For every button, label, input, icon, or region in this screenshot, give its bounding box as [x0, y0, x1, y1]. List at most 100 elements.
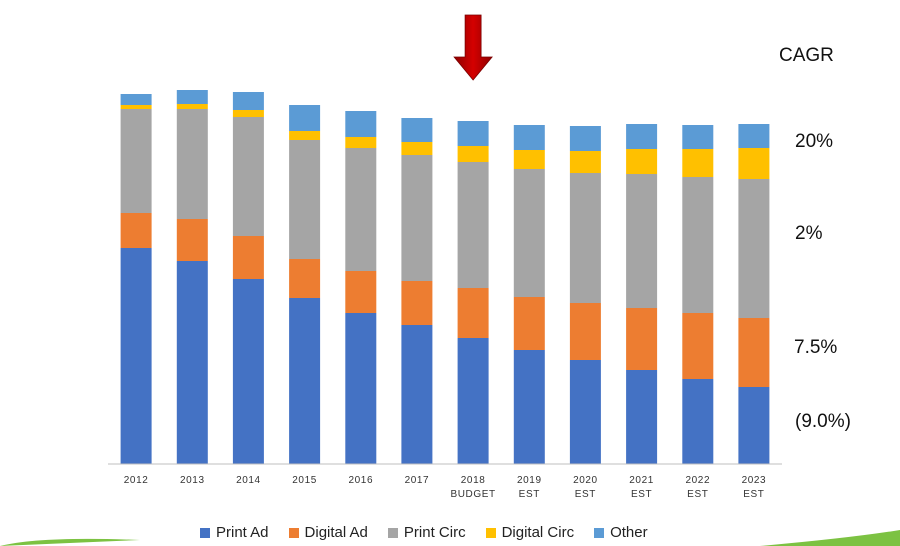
x-tick-label: EST — [743, 489, 764, 500]
legend-label-digital-ad: Digital Ad — [304, 524, 368, 541]
cagr-digital-circ: 20% — [795, 131, 834, 152]
bar-print-circ-10 — [682, 177, 714, 313]
x-tick-label: 2012 — [124, 475, 149, 486]
x-tick-label: 2016 — [348, 475, 373, 486]
bar-digital-circ-8 — [569, 151, 601, 173]
bar-group — [120, 90, 770, 464]
legend-label-print-circ: Print Circ — [403, 524, 466, 541]
cagr-digital-ad: 7.5% — [794, 337, 838, 358]
bar-digital-ad-5 — [401, 281, 433, 325]
bar-print-ad-0 — [120, 248, 152, 464]
bar-digital-circ-10 — [682, 149, 714, 177]
bar-other-2 — [232, 92, 264, 110]
bar-print-circ-9 — [626, 174, 658, 308]
legend-item-digital-circ: Digital Circ — [485, 524, 575, 541]
down-arrow-icon — [453, 14, 493, 81]
x-tick-label: EST — [575, 489, 596, 500]
x-tick-label: EST — [519, 489, 540, 500]
x-tick-label: 2018 — [461, 475, 486, 486]
bar-print-ad-9 — [626, 370, 658, 464]
x-tick-label: 2020 — [573, 475, 598, 486]
x-tick-label: 2017 — [405, 475, 430, 486]
bar-digital-ad-4 — [345, 271, 377, 313]
bar-digital-ad-0 — [120, 213, 152, 248]
bar-print-circ-4 — [345, 148, 377, 271]
bar-other-11 — [738, 124, 770, 148]
cagr-print-ad: (9.0%) — [795, 411, 851, 432]
legend-item-other: Other — [594, 524, 648, 541]
legend-swatch-other — [594, 527, 605, 538]
bar-other-1 — [176, 90, 208, 104]
bar-digital-circ-5 — [401, 142, 433, 155]
x-tick-label: 2021 — [629, 475, 654, 486]
legend-item-print-ad: Print Ad — [200, 524, 269, 541]
bar-print-circ-0 — [120, 109, 152, 213]
bar-digital-circ-7 — [513, 150, 545, 169]
x-tick-label: BUDGET — [450, 489, 495, 500]
bar-print-circ-11 — [738, 179, 770, 318]
x-tick-label: 2023 — [742, 475, 767, 486]
bar-print-circ-3 — [289, 140, 321, 259]
chart-legend: Print Ad Digital Ad Print Circ Digital C… — [200, 524, 648, 541]
x-tick-labels: 2012 2013 2014 2015 2016 2017 2018 BUDGET 2019 ES… — [124, 475, 766, 500]
bar-other-7 — [513, 125, 545, 150]
bar-print-circ-6 — [457, 162, 489, 288]
green-decorative-swoosh-right — [760, 530, 900, 546]
legend-item-print-circ: Print Circ — [387, 524, 466, 541]
bar-digital-ad-3 — [289, 259, 321, 298]
bar-digital-ad-1 — [176, 219, 208, 261]
bar-print-circ-5 — [401, 155, 433, 281]
bar-print-circ-7 — [513, 169, 545, 297]
bar-digital-circ-0 — [120, 105, 152, 109]
cagr-header: CAGR — [779, 45, 834, 66]
cagr-print-circ: 2% — [795, 223, 823, 244]
legend-label-print-ad: Print Ad — [216, 524, 269, 541]
legend-swatch-print-circ — [387, 527, 398, 538]
bar-digital-ad-6 — [457, 288, 489, 338]
bar-print-ad-3 — [289, 298, 321, 464]
bar-print-ad-2 — [232, 279, 264, 464]
bar-digital-ad-2 — [232, 236, 264, 279]
x-tick-label: 2019 — [517, 475, 542, 486]
legend-item-digital-ad: Digital Ad — [288, 524, 368, 541]
bar-print-ad-8 — [569, 360, 601, 464]
bar-other-9 — [626, 124, 658, 149]
bar-print-ad-7 — [513, 350, 545, 464]
bar-print-ad-6 — [457, 338, 489, 464]
x-tick-label: EST — [631, 489, 652, 500]
x-tick-label: 2013 — [180, 475, 205, 486]
bar-print-circ-8 — [569, 173, 601, 303]
x-tick-label: 2022 — [685, 475, 710, 486]
legend-swatch-digital-circ — [485, 527, 496, 538]
bar-other-0 — [120, 94, 152, 105]
bar-digital-circ-4 — [345, 137, 377, 148]
bar-other-8 — [569, 126, 601, 151]
legend-swatch-digital-ad — [288, 527, 299, 538]
bar-digital-ad-8 — [569, 303, 601, 360]
green-decorative-swoosh — [0, 538, 140, 546]
legend-swatch-print-ad — [200, 527, 210, 538]
bar-digital-ad-10 — [682, 313, 714, 379]
bar-print-circ-2 — [232, 117, 264, 236]
bar-print-ad-10 — [682, 379, 714, 464]
bar-digital-circ-1 — [176, 104, 208, 109]
bar-digital-circ-9 — [626, 149, 658, 174]
bar-other-4 — [345, 111, 377, 137]
bar-digital-ad-11 — [738, 318, 770, 387]
bar-digital-ad-7 — [513, 297, 545, 350]
bar-other-10 — [682, 125, 714, 149]
legend-label-other: Other — [610, 524, 648, 541]
bar-print-ad-11 — [738, 387, 770, 464]
bar-digital-circ-3 — [289, 131, 321, 140]
bar-print-circ-1 — [176, 109, 208, 219]
bar-digital-ad-9 — [626, 308, 658, 370]
bar-digital-circ-6 — [457, 146, 489, 162]
bar-print-ad-5 — [401, 325, 433, 464]
bar-print-ad-4 — [345, 313, 377, 464]
bar-digital-circ-11 — [738, 148, 770, 179]
bar-other-3 — [289, 105, 321, 131]
legend-label-digital-circ: Digital Circ — [501, 524, 575, 541]
x-tick-label: 2015 — [292, 475, 317, 486]
x-tick-label: EST — [687, 489, 708, 500]
bar-other-5 — [401, 118, 433, 142]
